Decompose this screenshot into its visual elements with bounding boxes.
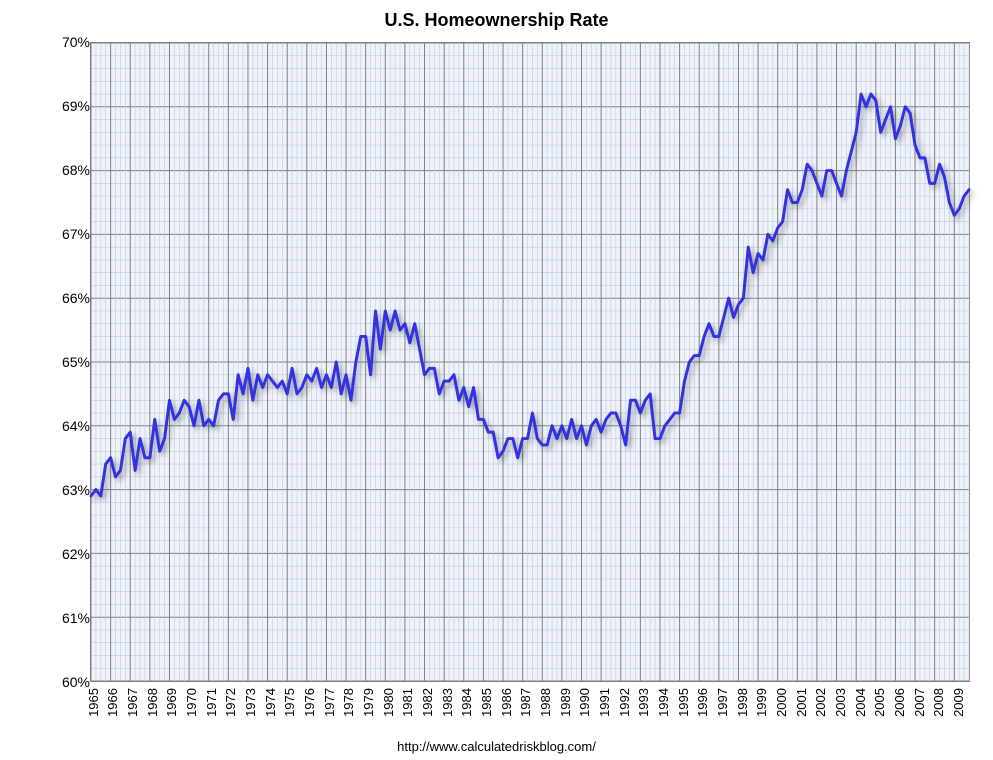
x-tick-label: 1990 [577,688,592,717]
x-tick-label: 1985 [479,688,494,717]
x-tick-label: 2007 [912,688,927,717]
x-tick-label: 1980 [381,688,396,717]
x-tick-label: 1975 [282,688,297,717]
x-tick-label: 1974 [263,688,278,717]
x-tick-label: 1972 [223,688,238,717]
x-tick-label: 1965 [86,688,101,717]
x-tick-label: 1992 [617,688,632,717]
plot-area [90,42,970,682]
y-tick-label: 68% [0,162,96,178]
chart-title: U.S. Homeownership Rate [0,10,993,31]
x-tick-label: 1976 [302,688,317,717]
x-tick-label: 1984 [459,688,474,717]
x-tick-label: 2005 [872,688,887,717]
x-tick-label: 2009 [951,688,966,717]
x-tick-label: 1998 [735,688,750,717]
x-tick-label: 1996 [695,688,710,717]
x-tick-label: 1994 [656,688,671,717]
x-tick-label: 1987 [518,688,533,717]
x-tick-label: 1993 [636,688,651,717]
x-tick-label: 1982 [420,688,435,717]
y-tick-label: 67% [0,226,96,242]
y-tick-label: 65% [0,354,96,370]
x-tick-label: 1968 [145,688,160,717]
x-tick-label: 1967 [125,688,140,717]
x-tick-label: 1977 [322,688,337,717]
x-tick-label: 1970 [184,688,199,717]
y-tick-label: 61% [0,610,96,626]
source-label: http://www.calculatedriskblog.com/ [0,739,993,754]
x-tick-label: 1973 [243,688,258,717]
x-tick-label: 1988 [538,688,553,717]
x-tick-label: 1995 [676,688,691,717]
x-tick-label: 2000 [774,688,789,717]
x-tick-label: 2008 [931,688,946,717]
x-tick-label: 1981 [400,688,415,717]
y-tick-label: 66% [0,290,96,306]
x-tick-label: 1997 [715,688,730,717]
x-tick-label: 2003 [833,688,848,717]
x-tick-label: 2006 [892,688,907,717]
x-tick-label: 1966 [105,688,120,717]
x-tick-label: 1989 [558,688,573,717]
y-tick-label: 63% [0,482,96,498]
y-tick-label: 69% [0,98,96,114]
x-tick-label: 1969 [164,688,179,717]
y-tick-label: 64% [0,418,96,434]
chart-container: U.S. Homeownership Rate Percent of Occup… [0,0,993,760]
x-tick-label: 2001 [794,688,809,717]
y-tick-label: 60% [0,674,96,690]
x-tick-label: 1999 [754,688,769,717]
x-tick-label: 1971 [204,688,219,717]
data-line [91,43,969,681]
x-tick-label: 2002 [813,688,828,717]
x-tick-label: 1983 [440,688,455,717]
y-tick-label: 62% [0,546,96,562]
x-tick-label: 1986 [499,688,514,717]
y-tick-label: 70% [0,34,96,50]
x-tick-label: 1978 [341,688,356,717]
x-tick-label: 1979 [361,688,376,717]
x-tick-label: 2004 [853,688,868,717]
x-tick-label: 1991 [597,688,612,717]
